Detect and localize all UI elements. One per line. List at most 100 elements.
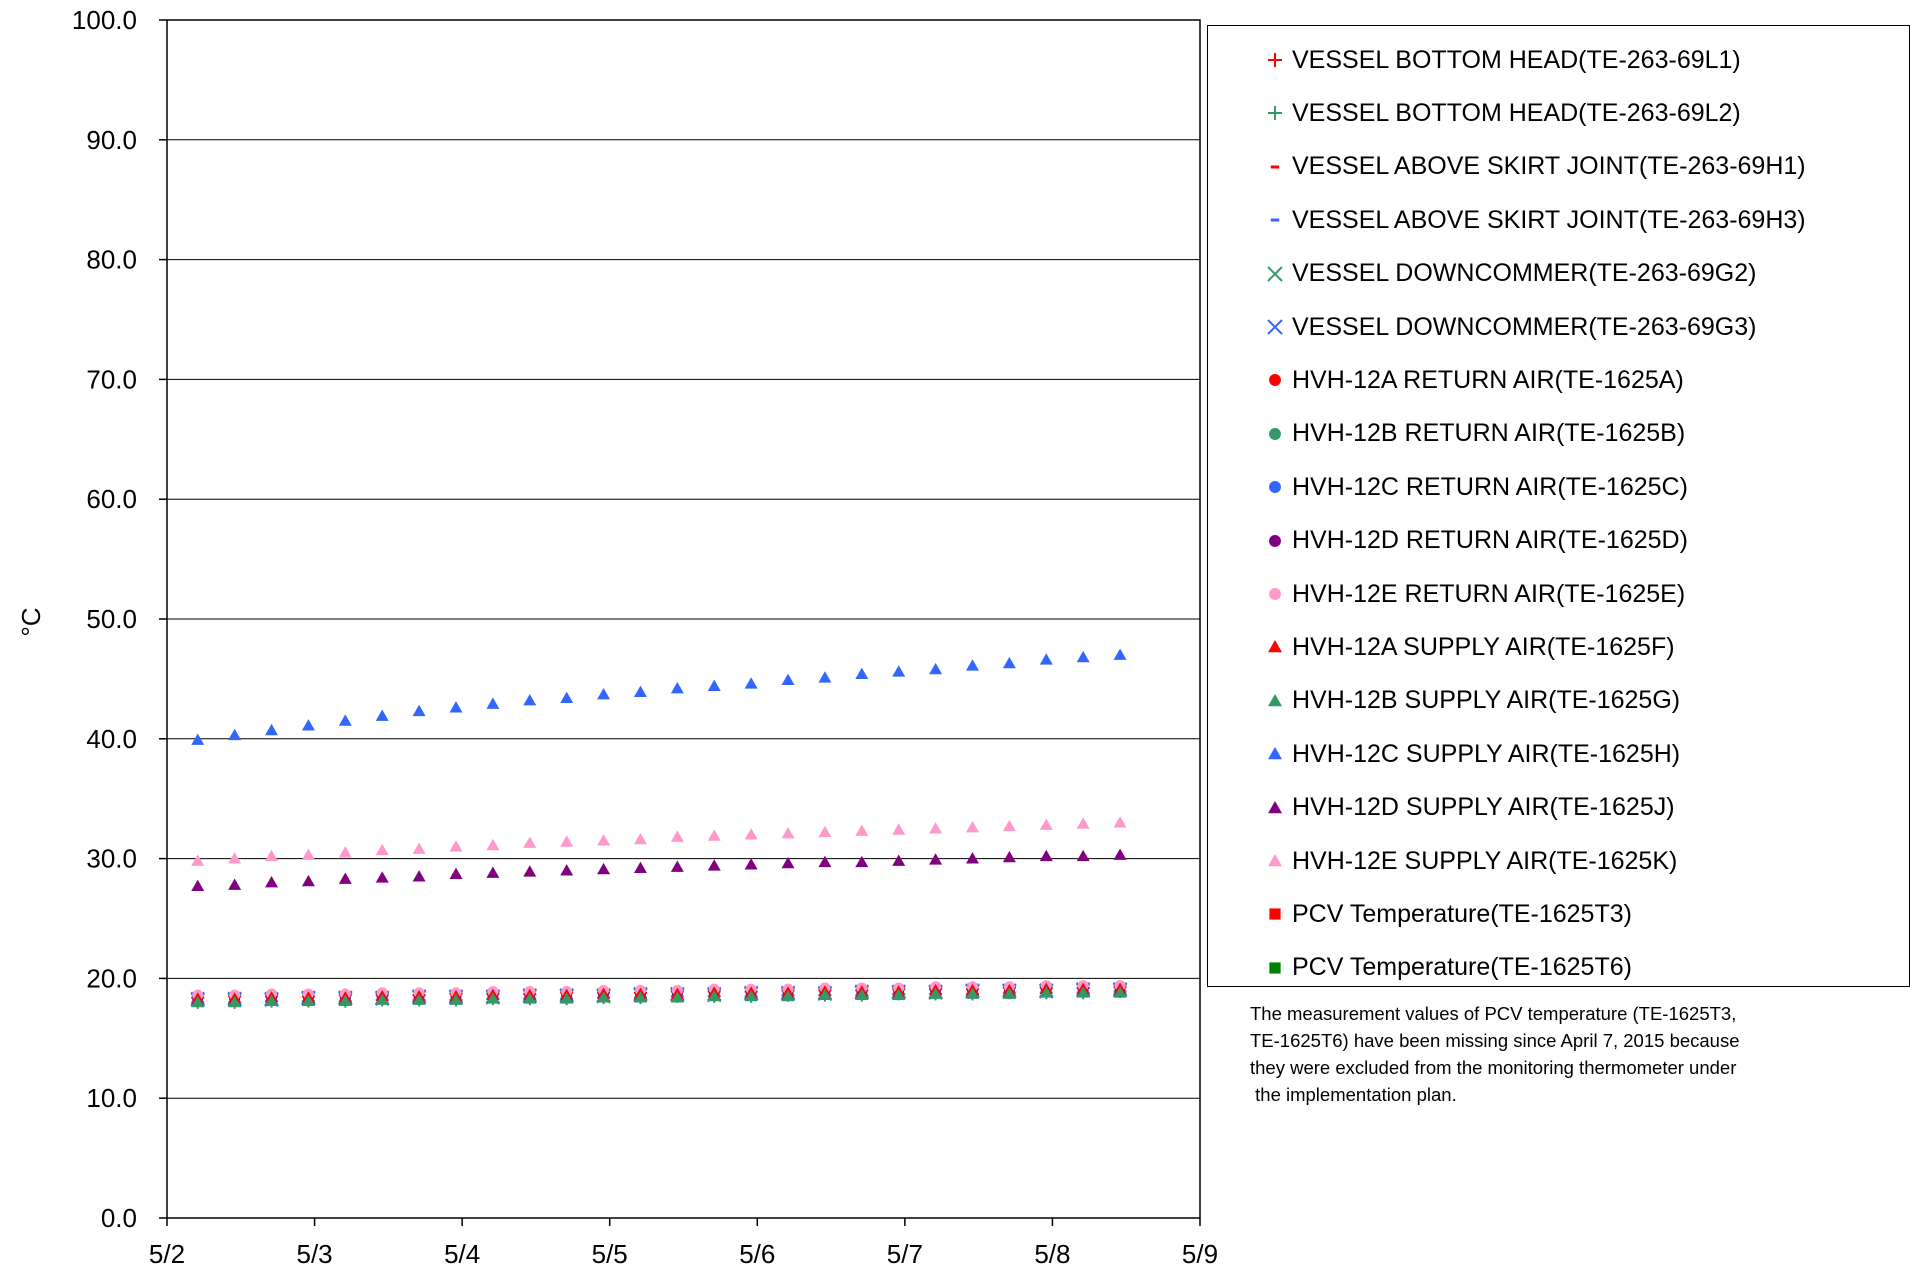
legend-label: VESSEL BOTTOM HEAD(TE-263-69L1) xyxy=(1292,45,1741,74)
data-point xyxy=(892,988,906,1001)
gridlines xyxy=(167,139,1200,1099)
data-point xyxy=(301,719,315,731)
data-point xyxy=(744,677,758,689)
data-point xyxy=(265,876,279,888)
x-tick-label: 5/8 xyxy=(1034,1239,1070,1269)
data-point xyxy=(707,679,721,691)
legend-label: PCV Temperature(TE-1625T3) xyxy=(1292,899,1632,928)
legend-label: HVH-12E SUPPLY AIR(TE-1625K) xyxy=(1292,846,1678,875)
data-point xyxy=(965,820,979,833)
data-point xyxy=(633,685,647,697)
x-tick-label: 5/5 xyxy=(592,1239,628,1269)
data-point xyxy=(670,681,684,694)
data-point xyxy=(412,870,426,882)
data-point xyxy=(855,855,869,868)
data-point xyxy=(597,834,611,846)
legend-marker xyxy=(1269,427,1281,440)
data-point xyxy=(449,840,463,852)
legend-label: VESSEL DOWNCOMMER(TE-263-69G3) xyxy=(1292,312,1757,341)
data-point xyxy=(412,704,426,717)
data-point xyxy=(633,991,647,1003)
legend-item: VESSEL BOTTOM HEAD(TE-263-69L2) xyxy=(1264,93,1741,133)
legend-label: PCV Temperature(TE-1625T6) xyxy=(1292,953,1632,982)
data-point xyxy=(1002,656,1016,669)
data-point xyxy=(191,733,205,745)
data-point xyxy=(929,662,943,675)
legend-marker xyxy=(1269,534,1281,547)
data-point xyxy=(818,825,832,838)
legend-marker-icon xyxy=(1270,165,1280,169)
legend-marker xyxy=(1267,265,1283,282)
legend-marker-icon xyxy=(1269,427,1281,440)
legend-item: PCV Temperature(TE-1625T6) xyxy=(1264,948,1632,988)
y-tick-label: 20.0 xyxy=(86,963,137,993)
data-point xyxy=(1039,849,1053,862)
data-point xyxy=(1076,849,1090,862)
data-point xyxy=(781,826,795,839)
y-tick-label: 50.0 xyxy=(86,604,137,634)
legend-marker-icon xyxy=(1269,908,1281,920)
data-point xyxy=(560,864,574,876)
data-point xyxy=(965,659,979,671)
data-point xyxy=(929,853,943,865)
data-point xyxy=(1076,986,1090,998)
legend-label: HVH-12D SUPPLY AIR(TE-1625J) xyxy=(1292,793,1675,822)
legend-marker-icon xyxy=(1268,693,1282,707)
data-point xyxy=(1039,986,1053,998)
data-point xyxy=(523,992,537,1004)
legend-marker-icon xyxy=(1270,218,1280,222)
y-tick-label: 40.0 xyxy=(86,724,137,754)
data-point xyxy=(965,852,979,864)
legend-marker-icon xyxy=(1267,265,1283,282)
data-points xyxy=(190,648,1128,1009)
x-tick-labels: 5/2 5/3 5/4 5/5 5/6 5/7 5/8 5/9 xyxy=(149,1218,1218,1269)
y-tick-label: 100.0 xyxy=(72,5,137,35)
data-point xyxy=(1113,648,1127,660)
data-point xyxy=(338,846,352,858)
data-point xyxy=(449,993,463,1005)
data-point xyxy=(633,832,647,845)
legend-item: HVH-12E SUPPLY AIR(TE-1625K) xyxy=(1264,841,1677,881)
legend-marker xyxy=(1269,962,1281,974)
data-point xyxy=(1002,819,1016,832)
legend-marker xyxy=(1269,481,1281,494)
data-point xyxy=(1039,653,1053,665)
legend-item: HVH-12B RETURN AIR(TE-1625B) xyxy=(1264,414,1685,454)
data-point xyxy=(375,843,389,856)
legend-label: HVH-12C RETURN AIR(TE-1625C) xyxy=(1292,472,1688,501)
legend-marker-icon xyxy=(1268,640,1282,653)
data-point xyxy=(228,995,242,1008)
legend-marker xyxy=(1268,693,1282,707)
data-point xyxy=(486,992,500,1004)
legend-label: HVH-12C SUPPLY AIR(TE-1625H) xyxy=(1292,739,1681,768)
note-line: The measurement values of PCV temperatur… xyxy=(1250,1003,1737,1024)
data-point xyxy=(449,701,463,713)
y-tick-label: 0.0 xyxy=(101,1203,137,1233)
y-tick-label: 90.0 xyxy=(86,125,137,155)
legend-label: VESSEL ABOVE SKIRT JOINT(TE-263-69H3) xyxy=(1292,205,1806,234)
data-point xyxy=(744,858,758,870)
data-point xyxy=(1076,650,1090,663)
data-point xyxy=(338,994,352,1007)
y-tick-labels: 0.0 10.0 20.0 30.0 40.0 50.0 60.0 70.0 80.0 90.0 1… xyxy=(72,5,167,1233)
legend-item: HVH-12D SUPPLY AIR(TE-1625J) xyxy=(1264,788,1675,828)
data-point xyxy=(265,994,279,1007)
data-point xyxy=(929,987,943,999)
data-point xyxy=(523,836,537,848)
data-point xyxy=(486,697,500,709)
legend-item: HVH-12D RETURN AIR(TE-1625D) xyxy=(1264,521,1688,561)
y-axis-label: °C xyxy=(16,607,46,636)
y-tick-label: 80.0 xyxy=(86,245,137,275)
data-point xyxy=(744,989,758,1002)
legend-marker xyxy=(1269,588,1281,600)
data-point xyxy=(1002,987,1016,999)
legend-marker xyxy=(1268,747,1282,760)
legend-marker-icon xyxy=(1269,962,1281,974)
data-point xyxy=(744,828,758,840)
legend-marker-icon xyxy=(1267,319,1283,335)
legend-item: VESSEL DOWNCOMMER(TE-263-69G2) xyxy=(1264,254,1756,294)
data-point xyxy=(191,995,205,1008)
data-point xyxy=(1113,816,1127,828)
legend-marker xyxy=(1268,854,1282,867)
